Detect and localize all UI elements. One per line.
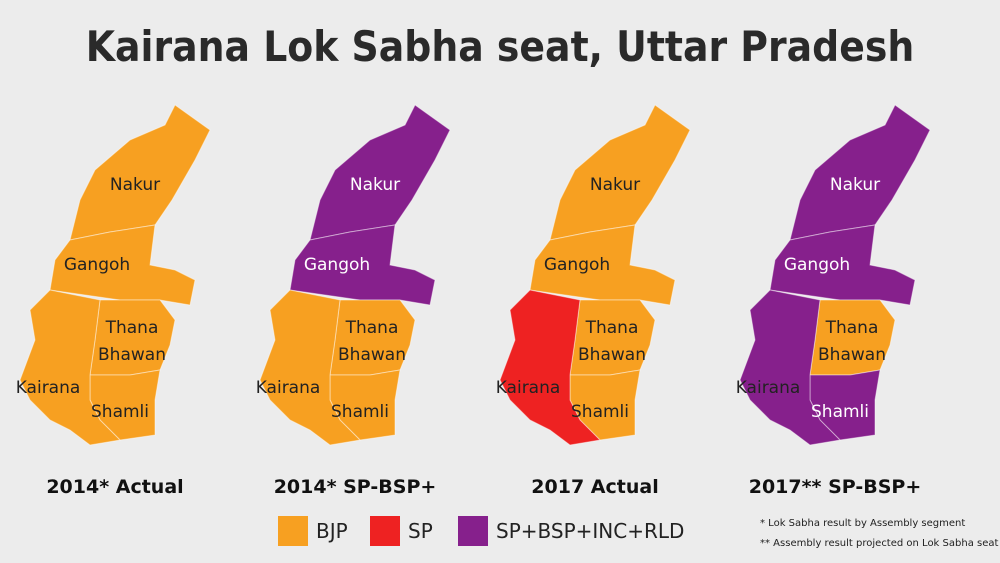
map-caption: 2017 Actual <box>531 476 659 498</box>
region-label: Thana Bhawan <box>98 318 166 365</box>
region-label: Thana Bhawan <box>818 318 886 365</box>
legend-label: SP <box>408 519 433 543</box>
region-label: Nakur <box>109 175 161 195</box>
region <box>739 289 842 446</box>
legend-item: SP <box>370 516 433 546</box>
footnote: ** Assembly result projected on Lok Sabh… <box>760 538 999 549</box>
region-label: Kairana <box>255 378 321 398</box>
region <box>19 289 122 446</box>
region-label: Shamli <box>571 402 629 422</box>
region-label: Gangoh <box>783 255 851 275</box>
region-label: Nakur <box>829 175 881 195</box>
region-label: Thana Bhawan <box>578 318 646 365</box>
region <box>329 369 401 441</box>
region-label: Gangoh <box>303 255 371 275</box>
map-caption: 2017** SP-BSP+ <box>748 476 922 498</box>
legend-swatch <box>278 516 308 546</box>
legend-swatch <box>458 516 488 546</box>
map-caption: 2014* Actual <box>46 476 184 498</box>
region-label: Gangoh <box>63 255 131 275</box>
legend-swatch <box>370 516 400 546</box>
legend-label: SP+BSP+INC+RLD <box>496 519 685 543</box>
region-label: Shamli <box>811 402 869 422</box>
region <box>259 289 362 446</box>
region <box>499 289 602 446</box>
region-label: Kairana <box>495 378 561 398</box>
region-label: Shamli <box>331 402 389 422</box>
region-label: Nakur <box>589 175 641 195</box>
region-label: Nakur <box>349 175 401 195</box>
region-label: Kairana <box>15 378 81 398</box>
region-label: Kairana <box>735 378 801 398</box>
map-caption: 2014* SP-BSP+ <box>273 476 437 498</box>
region-label: Thana Bhawan <box>338 318 406 365</box>
region-label: Shamli <box>91 402 149 422</box>
legend-label: BJP <box>316 519 348 543</box>
title: Kairana Lok Sabha seat, Uttar Pradesh <box>85 22 915 71</box>
legend-item: SP+BSP+INC+RLD <box>458 516 684 546</box>
region-label: Gangoh <box>543 255 611 275</box>
footnote: * Lok Sabha result by Assembly segment <box>760 518 966 529</box>
legend-item: BJP <box>278 516 348 546</box>
region <box>89 369 161 441</box>
